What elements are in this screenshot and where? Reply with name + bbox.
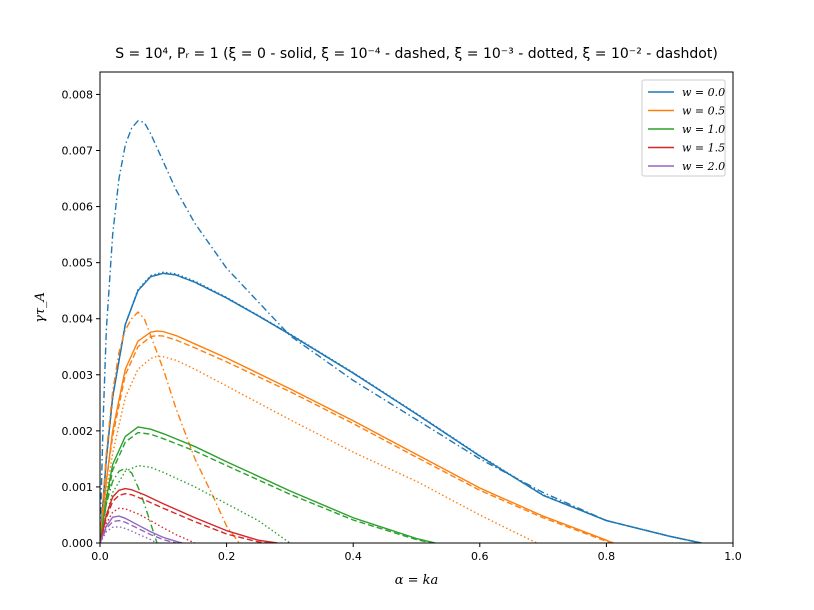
series-line-dashdot bbox=[100, 467, 158, 543]
series-line-dotted bbox=[100, 507, 196, 543]
series-line-dotted bbox=[100, 355, 538, 543]
series-line-dashed bbox=[100, 272, 702, 543]
series-line-dotted bbox=[100, 526, 158, 543]
x-tick-label: 1.0 bbox=[724, 550, 742, 563]
series-line-dashed bbox=[100, 519, 177, 543]
series-line-dashdot bbox=[100, 120, 702, 543]
series-line-dashed bbox=[100, 334, 617, 543]
series-line-solid bbox=[100, 330, 614, 543]
series-line-solid bbox=[100, 272, 702, 543]
plot-frame bbox=[99, 71, 734, 544]
x-axis-ticks: 0.0 0.2 0.4 0.6 0.8 1.0 bbox=[91, 543, 742, 563]
series-line-dashed bbox=[100, 431, 433, 543]
legend-label: w = 2.0 bbox=[682, 160, 725, 173]
series-line-dotted bbox=[100, 271, 702, 543]
y-tick-label: 0.002 bbox=[62, 425, 94, 438]
legend-box bbox=[641, 79, 726, 177]
x-tick-label: 0.4 bbox=[344, 550, 362, 563]
y-tick-label: 0.005 bbox=[62, 257, 94, 270]
series-line-dashdot bbox=[100, 311, 240, 543]
y-axis-ticks: 0.000 0.001 0.002 0.003 0.004 0.005 0.006 0.007… bbox=[62, 88, 100, 550]
legend-label: w = 0.5 bbox=[682, 105, 725, 118]
x-tick-label: 0.0 bbox=[91, 550, 109, 563]
x-tick-label: 0.2 bbox=[218, 550, 236, 563]
y-tick-label: 0.008 bbox=[62, 88, 94, 101]
series-line-solid bbox=[100, 426, 436, 543]
series-line-solid bbox=[100, 515, 183, 543]
legend-label: w = 0.0 bbox=[682, 86, 725, 99]
y-tick-label: 0.007 bbox=[62, 145, 94, 158]
x-axis-label: α = ka bbox=[395, 573, 439, 588]
series-line-dotted bbox=[100, 464, 291, 543]
y-tick-label: 0.004 bbox=[62, 313, 94, 326]
x-tick-label: 0.6 bbox=[471, 550, 489, 563]
legend: w = 0.0 w = 0.5 w = 1.0 w = 1.5 w = 2.0 bbox=[641, 79, 726, 177]
y-tick-label: 0.001 bbox=[62, 481, 94, 494]
legend-label: w = 1.0 bbox=[682, 123, 725, 136]
chart-title: S = 10⁴, Pᵣ = 1 (ξ = 0 - solid, ξ = 10⁻⁴… bbox=[115, 46, 718, 62]
series-line-dashed bbox=[100, 492, 268, 543]
y-tick-label: 0.003 bbox=[62, 369, 94, 382]
series-line-solid bbox=[100, 487, 278, 543]
plot-lines bbox=[100, 120, 702, 543]
legend-label: w = 1.5 bbox=[682, 142, 725, 155]
y-axis-label: γτ_A bbox=[33, 292, 48, 323]
y-tick-label: 0.000 bbox=[62, 537, 94, 550]
y-tick-label: 0.006 bbox=[62, 201, 94, 214]
x-tick-label: 0.8 bbox=[598, 550, 616, 563]
